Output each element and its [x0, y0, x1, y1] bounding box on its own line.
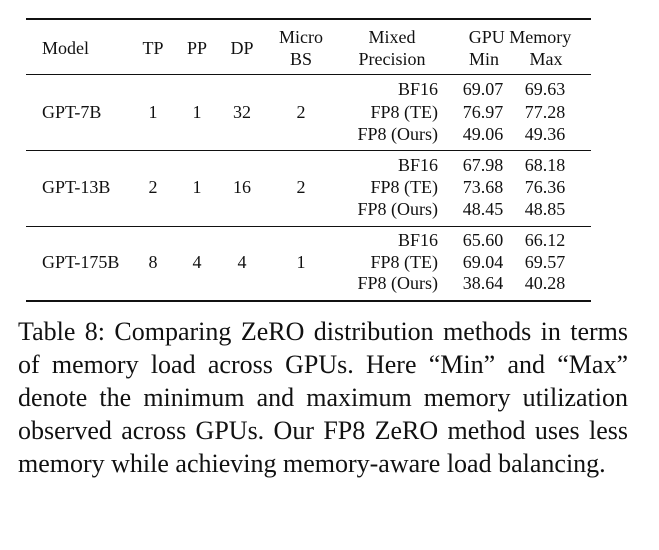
row-min: 73.68 [462, 177, 504, 197]
row-precision: FP8 (TE) [370, 102, 439, 122]
row-max: 48.85 [524, 199, 566, 219]
header-gpu-memory: GPU Memory [468, 27, 572, 47]
group-pp: 1 [192, 102, 202, 122]
header-bs: BS [289, 49, 313, 69]
row-precision: FP8 (TE) [370, 252, 439, 272]
row-max: 76.36 [524, 177, 566, 197]
row-precision: FP8 (Ours) [357, 273, 438, 293]
row-precision: FP8 (Ours) [357, 199, 438, 219]
header-tp: TP [142, 38, 164, 58]
row-max: 77.28 [524, 102, 566, 122]
header-min: Min [468, 49, 499, 69]
row-max: 40.28 [524, 273, 566, 293]
header-rule [26, 74, 591, 75]
row-min: 76.97 [462, 102, 504, 122]
row-max: 69.63 [524, 79, 566, 99]
group-dp: 4 [237, 252, 247, 272]
group-dp: 16 [233, 177, 251, 197]
header-micro: Micro [279, 27, 323, 47]
group-rule [26, 150, 591, 151]
row-precision: FP8 (Ours) [357, 124, 438, 144]
group-dp: 32 [233, 102, 251, 122]
row-min: 38.64 [462, 273, 504, 293]
group-pp: 4 [192, 252, 202, 272]
top-rule [26, 18, 591, 20]
header-precision: Precision [358, 49, 426, 69]
group-micro-bs: 2 [296, 102, 306, 122]
header-dp: DP [230, 38, 254, 58]
row-min: 48.45 [462, 199, 504, 219]
row-max: 49.36 [524, 124, 566, 144]
row-min: 49.06 [462, 124, 504, 144]
table-caption: Table 8: Comparing ZeRO distribution met… [18, 317, 628, 478]
row-min: 69.04 [462, 252, 504, 272]
group-pp: 1 [192, 177, 202, 197]
group-model: GPT-175B [42, 252, 120, 272]
header-model: Model [42, 38, 89, 58]
row-max: 66.12 [524, 230, 566, 250]
group-micro-bs: 1 [296, 252, 306, 272]
group-model: GPT-13B [42, 177, 111, 197]
group-model: GPT-7B [42, 102, 102, 122]
row-precision: BF16 [397, 230, 438, 250]
row-max: 68.18 [524, 155, 566, 175]
row-min: 69.07 [462, 79, 504, 99]
group-tp: 8 [148, 252, 158, 272]
bottom-rule [26, 300, 591, 302]
row-precision: FP8 (TE) [370, 177, 439, 197]
group-rule [26, 226, 591, 227]
group-micro-bs: 2 [296, 177, 306, 197]
header-max: Max [529, 49, 563, 69]
group-tp: 1 [148, 102, 158, 122]
row-min: 67.98 [462, 155, 504, 175]
header-mixed: Mixed [368, 27, 416, 47]
header-pp: PP [186, 38, 208, 58]
row-precision: BF16 [397, 79, 438, 99]
group-tp: 2 [148, 177, 158, 197]
row-precision: BF16 [397, 155, 438, 175]
row-max: 69.57 [524, 252, 566, 272]
row-min: 65.60 [462, 230, 504, 250]
